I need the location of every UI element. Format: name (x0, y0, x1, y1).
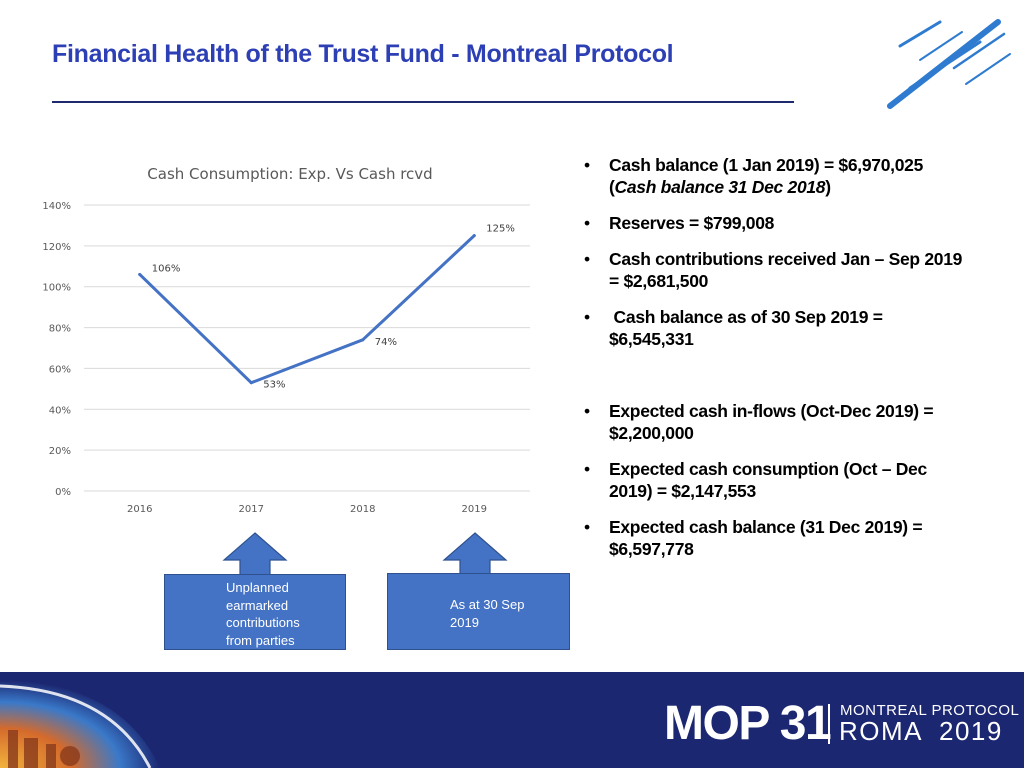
callout-line: 2019 (450, 614, 479, 630)
bullet-text-line2: $6,545,331 (609, 329, 694, 349)
data-label: 125% (486, 224, 515, 235)
callout-line: from parties (226, 632, 295, 648)
bullet-italic-text: Cash balance 31 Dec 2018 (614, 177, 826, 197)
bullet-reserves: • Reserves = $799,008 (582, 212, 1012, 234)
y-tick-label: 140% (42, 201, 71, 212)
callout-line: As at 30 Sep (450, 597, 525, 612)
paren-open: ( (609, 177, 615, 197)
mop31-logo-text: MOP 31 (664, 697, 832, 750)
bullet-marker: • (584, 401, 590, 421)
decorative-streaks (887, 19, 1011, 109)
title-underline (52, 101, 794, 103)
footer-banner (0, 672, 1024, 768)
x-tick-label: 2019 (462, 504, 487, 515)
bullet-expected-balance: • Expected cash balance (31 Dec 2019) = … (582, 516, 1012, 560)
bullet-text: Expected cash balance (31 Dec 2019) = (609, 517, 923, 537)
data-label: 106% (152, 263, 181, 274)
data-label: 74% (375, 337, 397, 348)
y-tick-label: 100% (42, 283, 71, 294)
callout-line: Unplanned (226, 580, 289, 595)
data-point (138, 272, 142, 276)
x-tick-label: 2016 (127, 504, 152, 515)
line-chart: 0% 20% 40% 60% 80% 100% 120% 140% 2016 2017 2018 20… (42, 201, 530, 515)
y-tick-label: 120% (42, 242, 71, 253)
callout-line: earmarked (226, 597, 289, 613)
chart-title: Cash Consumption: Exp. Vs Cash rcvd (147, 165, 433, 183)
bullet-marker: • (584, 307, 590, 327)
slide-title: Financial Health of the Trust Fund - Mon… (52, 40, 674, 68)
y-tick-label: 40% (49, 405, 71, 416)
bullet-expected-consumption: • Expected cash consumption (Oct – Dec 2… (582, 458, 1012, 502)
series-line (138, 234, 476, 385)
footer-divider (828, 704, 830, 744)
callout-as-at-30-sep: As at 30 Sep 2019 (387, 573, 570, 650)
up-arrow-2019 (442, 532, 508, 576)
bullet-text-line2: (Cash balance 31 Dec 2018) (609, 176, 1012, 198)
y-tick-label: 20% (49, 446, 71, 457)
bullet-text-line2: $2,200,000 (609, 423, 694, 443)
callout-line: contributions (226, 615, 300, 630)
bullet-marker: • (584, 155, 590, 175)
bullet-marker: • (584, 249, 590, 269)
bullet-cash-balance-sep: • Cash balance as of 30 Sep 2019 = $6,54… (582, 306, 1012, 350)
data-point (249, 381, 253, 385)
bullet-text: Expected cash consumption (Oct – Dec (609, 459, 927, 479)
y-tick-label: 60% (49, 364, 71, 375)
y-tick-label: 80% (49, 324, 71, 335)
up-arrow-2017 (222, 532, 288, 576)
summary-bullets: • Cash balance (1 Jan 2019) = $6,970,025… (582, 150, 1012, 560)
bullet-contributions-received: • Cash contributions received Jan – Sep … (582, 248, 1012, 292)
bullet-expected-inflows: • Expected cash in-flows (Oct-Dec 2019) … (582, 400, 1012, 444)
callout-unplanned-contributions: Unplanned earmarked contributions from p… (164, 574, 346, 650)
y-tick-label: 0% (55, 487, 71, 498)
bullet-marker: • (584, 517, 590, 537)
bullet-marker: • (584, 459, 590, 479)
bullet-text-line2: $6,597,778 (609, 539, 694, 559)
bullet-marker: • (584, 213, 590, 233)
x-tick-label: 2017 (239, 504, 264, 515)
bullet-text: Cash contributions received Jan – Sep 20… (609, 249, 963, 269)
data-point (361, 338, 365, 342)
bullet-text: Cash balance as of 30 Sep 2019 = (609, 307, 883, 327)
bullet-text: Reserves = $799,008 (609, 213, 775, 233)
data-label: 53% (263, 380, 285, 391)
bullet-text: Cash balance (1 Jan 2019) = $6,970,025 (609, 155, 924, 175)
rome-collage-image (0, 680, 160, 768)
footer-location-year: ROMA 2019 (839, 716, 1003, 746)
bullet-text-line2: = $2,681,500 (609, 271, 709, 291)
data-point (472, 234, 476, 238)
bullet-text-line2: 2019) = $2,147,553 (609, 481, 756, 501)
paren-close: ) (825, 177, 831, 197)
bullet-cash-balance-jan: • Cash balance (1 Jan 2019) = $6,970,025… (582, 154, 1012, 198)
bullet-text: Expected cash in-flows (Oct-Dec 2019) = (609, 401, 934, 421)
footer-org-name: MONTREAL PROTOCOL (840, 702, 1020, 719)
x-tick-label: 2018 (350, 504, 375, 515)
